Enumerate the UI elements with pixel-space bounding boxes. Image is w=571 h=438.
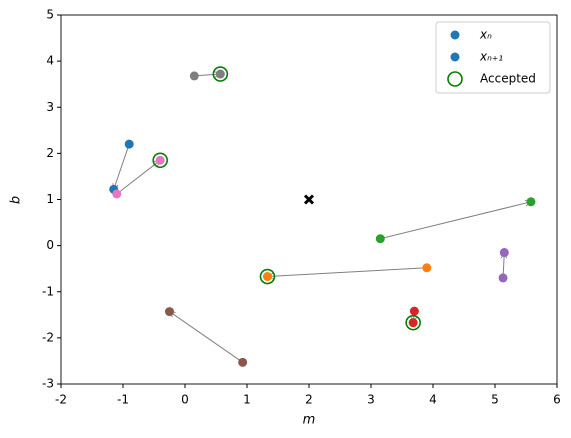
plot-frame xyxy=(60,14,558,385)
legend-box xyxy=(435,21,551,94)
x-tick-label: -2 xyxy=(55,393,67,407)
point xyxy=(112,189,122,199)
point xyxy=(408,318,418,328)
point xyxy=(375,234,385,244)
accepted-ring xyxy=(152,152,168,169)
legend-marker xyxy=(450,30,460,40)
x-tick-label: 3 xyxy=(367,393,375,407)
point xyxy=(262,272,272,282)
y-tick-label: 3 xyxy=(46,100,54,114)
x-tick-label: 5 xyxy=(491,393,499,407)
proposal-arrow xyxy=(116,160,160,195)
point xyxy=(498,273,508,283)
point xyxy=(215,69,225,79)
point xyxy=(422,263,432,273)
x-tick-label: 6 xyxy=(553,393,561,407)
x-tick-label: 1 xyxy=(243,393,251,407)
y-tick-label: 5 xyxy=(46,8,54,22)
x-tick-label: 0 xyxy=(181,393,189,407)
x-tick-label: -1 xyxy=(117,393,129,407)
y-tick-label: -1 xyxy=(42,284,54,298)
point xyxy=(409,306,419,316)
x-axis-label: m xyxy=(303,413,316,428)
proposal-arrow xyxy=(114,143,130,189)
proposal-arrow xyxy=(267,267,427,277)
legend-label: Accepted xyxy=(480,72,536,86)
point xyxy=(238,357,248,367)
accepted-ring xyxy=(212,66,229,82)
accepted-ring xyxy=(259,268,276,285)
point xyxy=(165,307,174,317)
point xyxy=(526,197,536,207)
y-tick-label: 4 xyxy=(46,54,54,68)
point xyxy=(124,139,134,149)
proposal-arrow xyxy=(170,312,243,363)
proposal-arrow xyxy=(380,202,531,240)
y-tick-label: -3 xyxy=(42,377,54,391)
legend-label: xₙ₊₁ xyxy=(479,50,503,64)
legend-label: xₙ xyxy=(479,28,492,42)
legend-marker xyxy=(447,71,463,87)
y-axis-label: b xyxy=(9,196,24,204)
y-tick-label: 1 xyxy=(46,192,54,206)
target-marker xyxy=(303,194,315,205)
point xyxy=(499,248,509,258)
x-tick-label: 2 xyxy=(305,393,313,407)
point xyxy=(155,155,165,165)
legend-marker xyxy=(450,52,460,62)
y-tick-label: 0 xyxy=(46,238,54,252)
point xyxy=(189,71,199,81)
y-tick-label: -2 xyxy=(42,330,54,344)
accepted-ring xyxy=(405,314,421,331)
x-tick-label: 4 xyxy=(429,393,437,407)
y-tick-label: 2 xyxy=(46,146,54,160)
